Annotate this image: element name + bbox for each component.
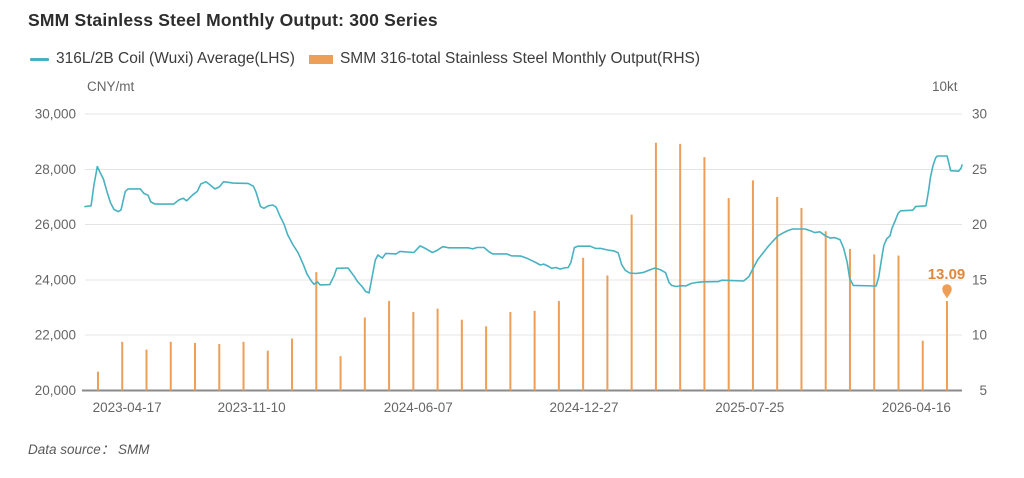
svg-text:25: 25 <box>972 162 987 177</box>
svg-text:20: 20 <box>972 217 987 232</box>
y-axis-labels-left: 30,000 28,000 26,000 24,000 22,000 20,000 <box>35 107 76 399</box>
svg-text:30: 30 <box>972 107 987 122</box>
y-axis-labels-right: 30 25 20 15 10 5 <box>972 107 987 399</box>
last-value-marker-icon <box>942 284 952 299</box>
legend-line-label: 316L/2B Coil (Wuxi) Average(LHS) <box>56 50 295 67</box>
right-axis-unit: 10kt <box>932 79 958 94</box>
legend-item-bar[interactable]: SMM 316-total Stainless Steel Monthly Ou… <box>308 50 701 68</box>
svg-text:2026-04-16: 2026-04-16 <box>882 400 951 415</box>
bar-series <box>96 142 949 391</box>
line-series-swatch-icon <box>30 57 49 61</box>
svg-text:24,000: 24,000 <box>35 272 76 287</box>
legend-item-line[interactable]: 316L/2B Coil (Wuxi) Average(LHS) <box>30 50 295 68</box>
svg-text:2025-07-25: 2025-07-25 <box>715 400 784 415</box>
svg-text:2024-06-07: 2024-06-07 <box>384 400 453 415</box>
svg-text:10: 10 <box>972 328 987 343</box>
bar-series-swatch-icon <box>308 54 333 64</box>
svg-text:30,000: 30,000 <box>35 107 76 122</box>
gridlines <box>82 113 962 392</box>
price-line-series <box>84 155 963 294</box>
last-value-label: 13.09 <box>928 266 966 283</box>
legend: 316L/2B Coil (Wuxi) Average(LHS) SMM 316… <box>30 50 700 68</box>
svg-text:26,000: 26,000 <box>35 217 76 232</box>
data-source-note: Data source： SMM <box>28 442 150 457</box>
left-axis-unit: CNY/mt <box>87 79 135 94</box>
svg-text:20,000: 20,000 <box>35 383 76 398</box>
legend-bar-label: SMM 316-total Stainless Steel Monthly Ou… <box>339 50 701 67</box>
svg-text:15: 15 <box>972 272 987 287</box>
svg-text:2023-04-17: 2023-04-17 <box>93 400 162 415</box>
x-axis-labels: 2023-04-17 2023-11-10 2024-06-07 2024-12-27… <box>93 400 951 415</box>
last-value-annotation: 13.09 <box>928 266 966 299</box>
svg-text:2023-11-10: 2023-11-10 <box>218 400 286 415</box>
svg-text:2024-12-27: 2024-12-27 <box>549 400 618 415</box>
svg-text:22,000: 22,000 <box>35 328 76 343</box>
svg-text:5: 5 <box>979 383 987 398</box>
svg-text:28,000: 28,000 <box>35 162 76 177</box>
chart-title: SMM Stainless Steel Monthly Output: 300 … <box>28 10 438 30</box>
